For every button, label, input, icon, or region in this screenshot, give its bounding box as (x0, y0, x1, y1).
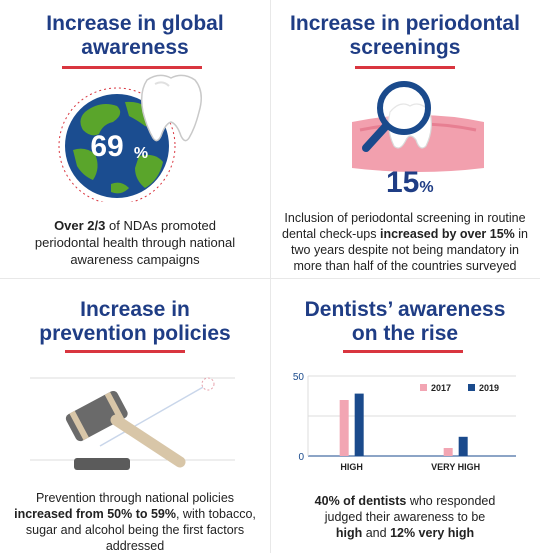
bar-2017-high (339, 400, 349, 456)
gavel-icon (65, 390, 186, 470)
dentists-caption-bold1: 40% of dentists (314, 494, 407, 508)
prevention-caption: Prevention through national policies inc… (0, 490, 270, 554)
panel-prevention-policies: Increase in prevention policies Preventi… (0, 278, 270, 553)
awareness-caption-rest: of NDAs promoted periodontal health thro… (34, 218, 236, 267)
bar-2019-very-high (458, 436, 468, 456)
chart-bars (339, 393, 468, 456)
x-tick-label: VERY HIGH (431, 462, 480, 472)
legend-swatch-2019 (468, 384, 475, 391)
dentists-caption-bold2: high (335, 526, 363, 540)
panel-global-awareness: Increase in global awareness 69 % Over 2… (0, 0, 270, 278)
chart-legend: 2017 2019 (420, 383, 499, 393)
prevention-title: Increase in prevention policies (0, 298, 270, 346)
tooth-icon (140, 74, 202, 142)
screenings-caption-post: in two years despite not being mandatory… (291, 227, 528, 273)
gavel-block-icon (74, 458, 130, 470)
vertical-divider (270, 0, 271, 553)
legend-label-2017: 2017 (431, 383, 451, 393)
chart-labels: HIGH VERY HIGH (340, 462, 480, 472)
bar-2019-high (354, 393, 364, 456)
screenings-stat: 15% (386, 166, 434, 200)
dentists-title: Dentists’ awareness on the rise (270, 298, 540, 346)
prevention-caption-post: , with tobacco, sugar and alcohol being … (25, 507, 256, 553)
gum-magnifier-illustration (352, 81, 484, 172)
bar-2017-very-high (443, 448, 453, 456)
legend-label-2019: 2019 (479, 383, 499, 393)
y-tick-label: 50 (293, 372, 305, 383)
tooth-in-gum-icon (388, 103, 432, 149)
x-tick-label: HIGH (340, 462, 363, 472)
awareness-caption-bold: Over 2/3 (54, 218, 106, 233)
awareness-caption: Over 2/3 of NDAs promoted periodontal he… (0, 217, 270, 268)
dentists-underline (343, 350, 463, 353)
gavel-illustration (30, 377, 235, 470)
magnifier-icon (362, 81, 431, 152)
screenings-stat-number: 15 (386, 166, 420, 199)
horizontal-divider (0, 278, 540, 279)
globe-tooth-illustration: 69 % (58, 74, 202, 202)
screenings-title-line1: Increase in periodontal (290, 12, 520, 35)
dotted-ring-icon (58, 87, 176, 202)
awareness-stat-number: 69 (90, 130, 123, 163)
dentists-caption-bold3: 12% very high (390, 526, 475, 540)
dentists-caption-mid: who responded judged their awareness to … (324, 494, 496, 524)
awareness-underline (62, 66, 202, 69)
screenings-underline (355, 66, 455, 69)
screenings-caption-bold: increased by over 15% (379, 227, 515, 241)
screenings-caption-pre: Inclusion of periodontal screening in ro… (282, 211, 526, 241)
prevention-title-line2: prevention policies (39, 322, 231, 345)
screenings-caption: Inclusion of periodontal screening in ro… (270, 210, 540, 274)
prevention-underline (65, 350, 185, 353)
y-tick-label: 0 (298, 452, 304, 463)
awareness-title-line1: Increase in global (46, 12, 224, 35)
dentists-caption: 40% of dentists who responded judged the… (270, 493, 540, 541)
prevention-title-line1: Increase in (80, 298, 190, 321)
panel-periodontal-screenings: Increase in periodontal screenings 15% I… (270, 0, 540, 278)
screenings-title: Increase in periodontal screenings (270, 12, 540, 60)
awareness-title: Increase in global awareness (0, 12, 270, 60)
screenings-title-line2: screenings (349, 36, 461, 59)
dentists-title-line2: on the rise (351, 322, 459, 345)
panel-dentists-awareness: Dentists’ awareness on the rise 0 50 HIGH… (270, 278, 540, 553)
dentists-caption-and: and (362, 526, 391, 540)
awareness-bar-chart: 0 50 HIGH VERY HIGH 2017 2019 (293, 372, 516, 472)
prevention-caption-bold: increased from 50% to 59% (14, 507, 176, 521)
legend-swatch-2017 (420, 384, 427, 391)
dentists-title-line1: Dentists’ awareness (304, 298, 506, 321)
awareness-stat-unit: % (134, 145, 148, 162)
awareness-title-line2: awareness (81, 36, 189, 59)
prevention-caption-pre: Prevention through national policies (35, 491, 235, 505)
screenings-stat-unit: % (419, 179, 434, 196)
